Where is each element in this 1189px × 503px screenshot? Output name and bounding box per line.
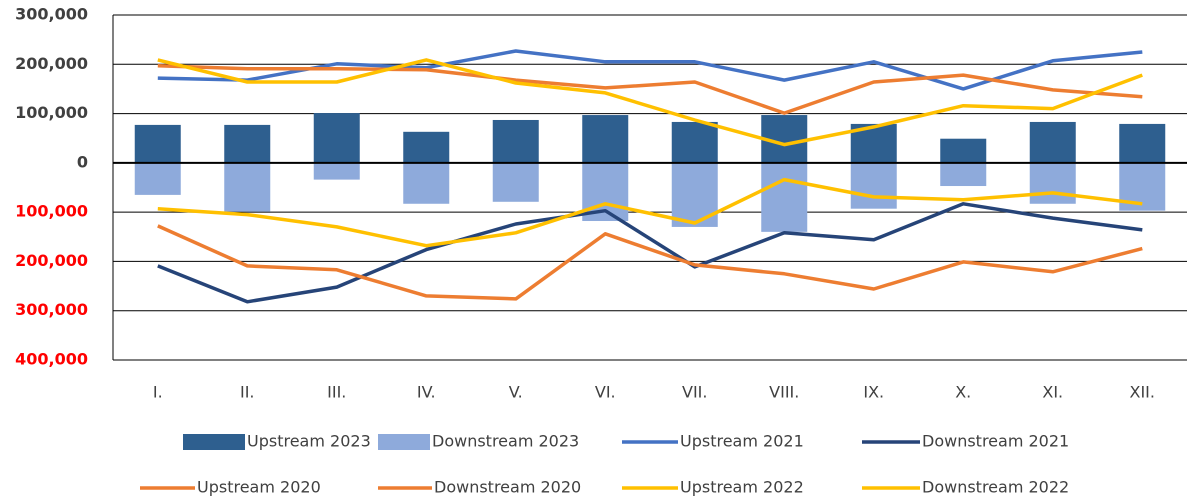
bar [134, 124, 181, 163]
x-tick-label: X. [955, 383, 971, 402]
y-tick-label: 300,000 [15, 300, 88, 319]
bar [492, 162, 539, 202]
bar [761, 162, 808, 232]
y-tick-label: 200,000 [15, 251, 88, 270]
y-tick-label: 300,000 [15, 5, 88, 24]
line [157, 177, 1143, 248]
bar [403, 131, 450, 163]
legend-label: Downstream 2020 [434, 478, 581, 497]
bar [134, 162, 181, 195]
legend-label: Upstream 2022 [680, 478, 804, 497]
bar [313, 113, 360, 163]
legend-label: Downstream 2022 [922, 478, 1069, 497]
legend-label: Downstream 2021 [922, 432, 1069, 451]
x-tick-label: IX. [863, 383, 884, 402]
bar [224, 162, 271, 212]
bar [403, 162, 450, 204]
legend-label: Downstream 2023 [432, 432, 579, 451]
line [157, 202, 1143, 304]
bar [850, 162, 897, 209]
y-tick-label: 100,000 [15, 202, 88, 221]
x-tick-label: II. [240, 383, 255, 402]
legend-label: Upstream 2020 [197, 478, 321, 497]
legend-label: Upstream 2023 [247, 432, 371, 451]
line [157, 58, 1143, 147]
line [157, 64, 1143, 115]
x-tick-label: XI. [1042, 383, 1063, 402]
x-tick-label: IV. [417, 383, 436, 402]
x-tick-label: VIII. [769, 383, 799, 402]
y-tick-label: 100,000 [15, 103, 88, 122]
bar [224, 124, 271, 163]
y-tick-label: 400,000 [15, 350, 88, 369]
bar [940, 138, 987, 163]
y-tick-label: 200,000 [15, 54, 88, 73]
x-tick-label: III. [327, 383, 346, 402]
bar [671, 121, 718, 163]
bar [671, 162, 718, 227]
x-tick-label: I. [153, 383, 163, 402]
bar [313, 162, 360, 180]
legend-swatch [183, 434, 245, 450]
bar [1029, 121, 1076, 163]
legend-label: Upstream 2021 [680, 432, 804, 451]
bar [1119, 123, 1166, 163]
x-tick-label: V. [509, 383, 523, 402]
x-tick-label: XII. [1130, 383, 1155, 402]
legend-swatch [378, 434, 430, 450]
line [157, 224, 1143, 301]
bar [492, 119, 539, 163]
x-tick-label: VII. [682, 383, 707, 402]
bar [940, 162, 987, 187]
y-tick-label: 0 [77, 152, 88, 171]
bar [582, 115, 629, 163]
line [157, 49, 1143, 91]
x-tick-label: VI. [595, 383, 616, 402]
bar [1029, 162, 1076, 204]
